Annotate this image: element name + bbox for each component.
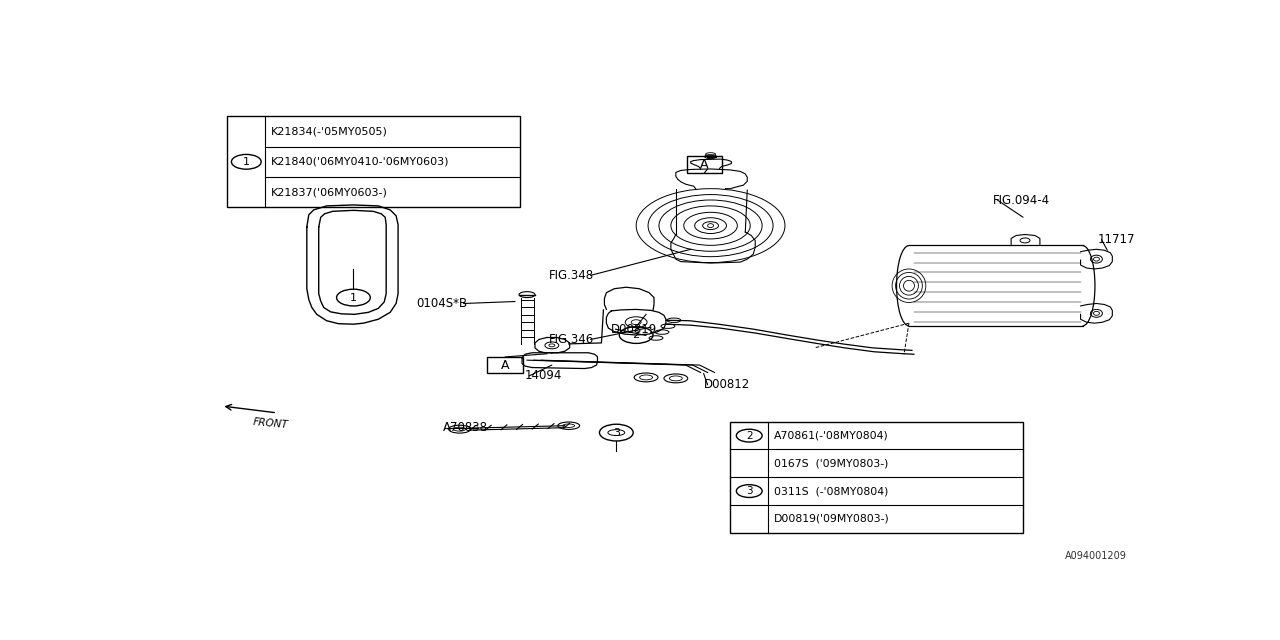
Text: A70838: A70838 bbox=[443, 421, 488, 434]
Text: 11717: 11717 bbox=[1097, 233, 1135, 246]
Text: 1: 1 bbox=[349, 292, 357, 303]
Bar bbox=[228, 116, 520, 207]
Text: FRONT: FRONT bbox=[253, 417, 289, 430]
Text: K21840('06MY0410-'06MY0603): K21840('06MY0410-'06MY0603) bbox=[271, 157, 449, 167]
Text: 1: 1 bbox=[243, 157, 250, 167]
Text: FIG.094-4: FIG.094-4 bbox=[993, 193, 1051, 207]
Text: 3: 3 bbox=[746, 486, 753, 496]
Bar bbox=[731, 422, 1023, 532]
Text: A70861(-'08MY0804): A70861(-'08MY0804) bbox=[774, 431, 888, 440]
Text: D00812: D00812 bbox=[704, 378, 750, 391]
Text: 2: 2 bbox=[746, 431, 753, 440]
Text: 3: 3 bbox=[613, 428, 620, 438]
Text: FIG.348: FIG.348 bbox=[549, 269, 594, 282]
Text: 0104S*B: 0104S*B bbox=[416, 297, 467, 310]
Text: A094001209: A094001209 bbox=[1065, 551, 1128, 561]
Text: 2: 2 bbox=[632, 330, 640, 340]
Text: D00819: D00819 bbox=[612, 323, 658, 335]
Text: FIG.346: FIG.346 bbox=[549, 333, 594, 346]
Text: A: A bbox=[500, 358, 509, 372]
Bar bbox=[488, 357, 524, 373]
Text: 14094: 14094 bbox=[525, 369, 562, 383]
Text: 0167S  ('09MY0803-): 0167S ('09MY0803-) bbox=[774, 458, 888, 468]
Text: 0311S  (-'08MY0804): 0311S (-'08MY0804) bbox=[774, 486, 888, 496]
Text: K21837('06MY0603-): K21837('06MY0603-) bbox=[271, 187, 388, 197]
Bar bbox=[687, 156, 722, 173]
Text: D00819('09MY0803-): D00819('09MY0803-) bbox=[774, 514, 890, 524]
Text: K21834(-'05MY0505): K21834(-'05MY0505) bbox=[271, 127, 388, 136]
Text: A: A bbox=[700, 158, 709, 171]
